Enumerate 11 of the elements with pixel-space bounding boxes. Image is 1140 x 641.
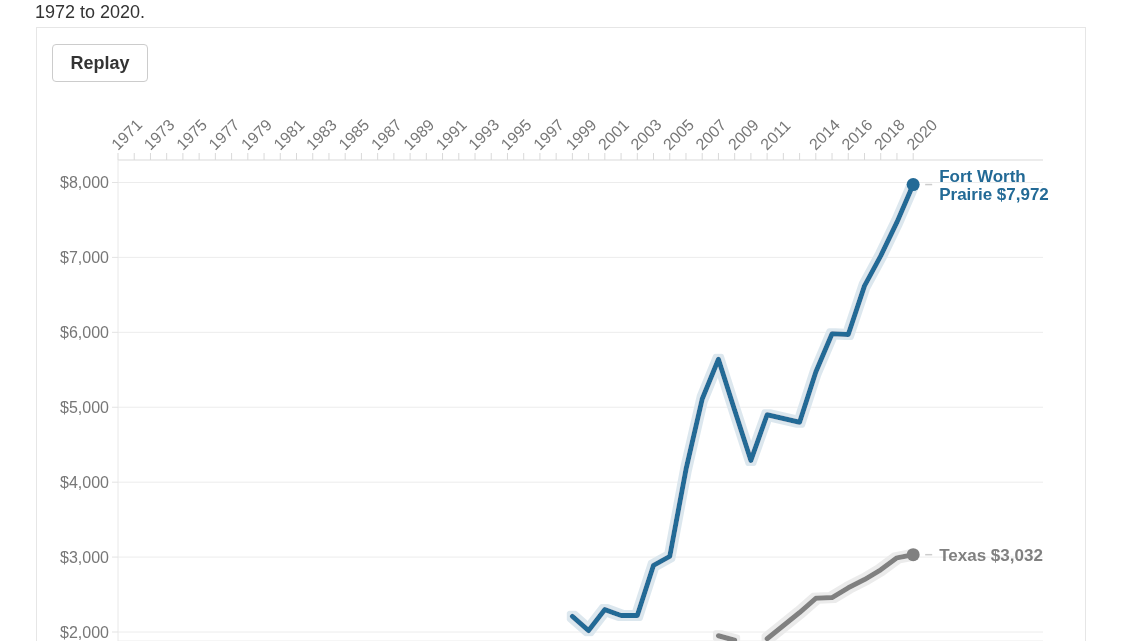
y-tick-label: $3,000 [60, 548, 110, 566]
y-tick-label: $2,000 [60, 623, 110, 641]
text: Texas $3,032 [939, 545, 1043, 565]
y-tick-label: $6,000 [60, 324, 110, 341]
y-tick-label: $7,000 [60, 249, 110, 267]
y-tick-label: $4,000 [60, 473, 110, 491]
y-tick-label: $5,000 [60, 398, 110, 416]
chart-subtitle: 1972 to 2020. [35, 2, 146, 22]
y-tick-label: $8,000 [60, 174, 110, 192]
text: Fort Worth Prairie $7,972 [939, 166, 1049, 204]
replay-button[interactable]: Replay [52, 44, 148, 82]
